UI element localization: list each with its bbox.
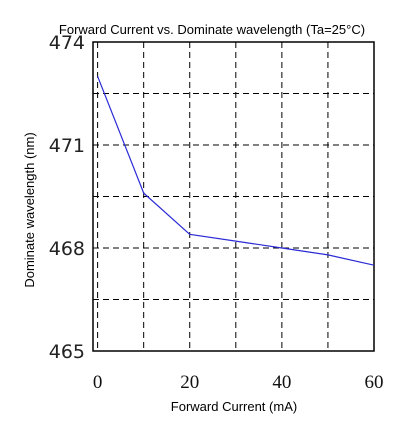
x-tick-label: 0 (93, 372, 103, 393)
x-axis-ticks: 0 20 40 60 (93, 372, 384, 393)
y-tick-label: 474 (49, 32, 85, 54)
x-tick-label: 60 (365, 372, 384, 393)
x-axis-label: Forward Current (mA) (171, 399, 297, 414)
y-tick-label: 465 (49, 341, 85, 363)
chart-title: Forward Current vs. Dominate wavelength … (59, 22, 365, 37)
series-line (97, 76, 375, 266)
plot-frame (92, 41, 375, 352)
y-tick-label: 468 (49, 238, 85, 260)
x-tick-label: 40 (272, 372, 291, 393)
grid-lines (93, 42, 374, 351)
y-axis-label: Dominate wavelength (nm) (22, 132, 37, 287)
x-tick-label: 20 (180, 372, 199, 393)
y-axis-ticks: 465 468 471 474 (49, 32, 85, 363)
y-tick-label: 471 (49, 135, 85, 157)
